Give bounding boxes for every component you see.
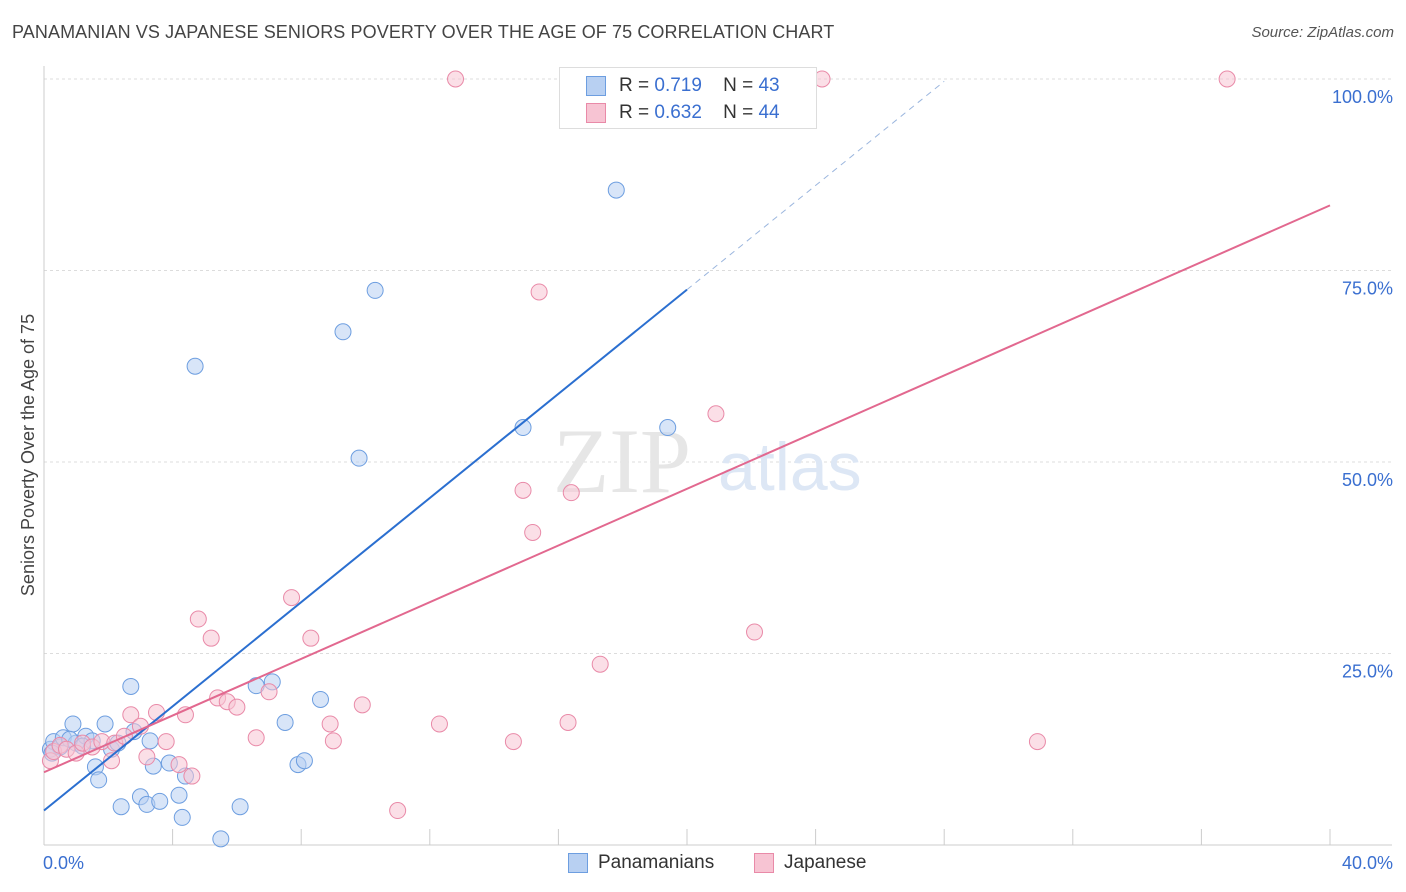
panamanians-label: Panamanians [598,852,715,873]
japanese-point [122,706,140,724]
legend-r-value: 0.632 [654,102,702,123]
japanese-point [353,696,371,714]
panamanian-point [186,357,204,375]
y-axis-label: Seniors Poverty Over the Age of 75 [18,314,38,596]
x-tick-label: 0.0% [43,853,84,873]
trend-lines [43,80,1331,812]
legend-n-label: N = [723,102,754,123]
legend-r-label: R = [619,75,650,96]
japanese-point [559,713,577,731]
panamanian-point [334,323,352,341]
legend-swatch-blue [586,76,606,96]
panamanian-point [173,808,191,826]
panamanian-point [212,830,230,848]
y-tick-label: 25.0% [1342,662,1393,682]
japanese-trend-line [43,204,1331,774]
japanese-point [746,623,764,641]
panamanian-point [170,786,188,804]
japanese-point [504,733,522,751]
japanese-point [562,484,580,502]
gridlines [44,78,1392,654]
legend-n-label: N = [723,75,754,96]
japanese-point [228,698,246,716]
panamanian-point [659,419,677,437]
japanese-point [447,70,465,88]
japanese-point [1028,733,1046,751]
panamanian-point [96,715,114,733]
japanese-point [707,405,725,423]
panamanians-swatch [568,853,588,873]
legend-n-value: 43 [758,75,780,96]
japanese-point [321,715,339,733]
japanese-point [324,732,342,750]
x-tick-label: 40.0% [1342,853,1393,873]
watermark-atlas: atlas [718,429,862,505]
japanese-point [530,283,548,301]
panamanian-point [295,752,313,770]
panamanian-point [141,732,159,750]
japanese-point [202,629,220,647]
panamanian-point [90,771,108,789]
y-tick-label: 100.0% [1332,87,1393,107]
panamanian-point [276,713,294,731]
panamanian-point [350,449,368,467]
correlation-legend: R = 0.719 N = 43 R = 0.632 N = 44 [559,67,817,129]
panamanian-point [151,792,169,810]
watermark: ZIP atlas [553,410,862,512]
japanese-point [157,733,175,751]
legend-r-label: R = [619,102,650,123]
panamanian-point [607,181,625,199]
tick-labels: 25.0% 50.0% 75.0% 100.0% 0.0% 40.0% [43,87,1393,873]
panamanian-trend-line [43,288,688,812]
y-tick-label: 75.0% [1342,279,1393,299]
chart-source: Source: ZipAtlas.com [1251,24,1394,41]
japanese-point [283,589,301,607]
panamanian-trend-extension [686,80,945,291]
panamanian-point [112,798,130,816]
chart-title: PANAMANIAN VS JAPANESE SENIORS POVERTY O… [12,22,835,42]
panamanian-point [366,281,384,299]
japanese-point [189,610,207,628]
legend-text-panamanians: R = 0.719 N = 43 [619,75,780,97]
legend-r-value: 0.719 [654,75,702,96]
legend-n-value: 44 [758,102,780,123]
japanese-point [138,748,156,766]
japanese-point [170,756,188,774]
legend-text-japanese: R = 0.632 N = 44 [619,102,780,124]
japanese-point [103,752,121,770]
axes [43,66,1392,846]
data-points [41,70,1236,848]
panamanian-point [231,798,249,816]
japanese-point [247,729,265,747]
japanese-swatch [754,853,774,873]
japanese-point [524,523,542,541]
japanese-point [260,683,278,701]
japanese-label: Japanese [784,852,867,873]
japanese-point [183,767,201,785]
panamanian-point [64,715,82,733]
y-tick-label: 50.0% [1342,470,1393,490]
japanese-point [591,655,609,673]
panamanian-point [514,419,532,437]
japanese-point [514,481,532,499]
legend-swatch-pink [586,103,606,123]
japanese-point [1218,70,1236,88]
panamanian-point [311,690,329,708]
japanese-point [430,715,448,733]
japanese-point [389,802,407,820]
japanese-point [302,629,320,647]
japanese-point [148,703,166,721]
panamanian-point [122,677,140,695]
